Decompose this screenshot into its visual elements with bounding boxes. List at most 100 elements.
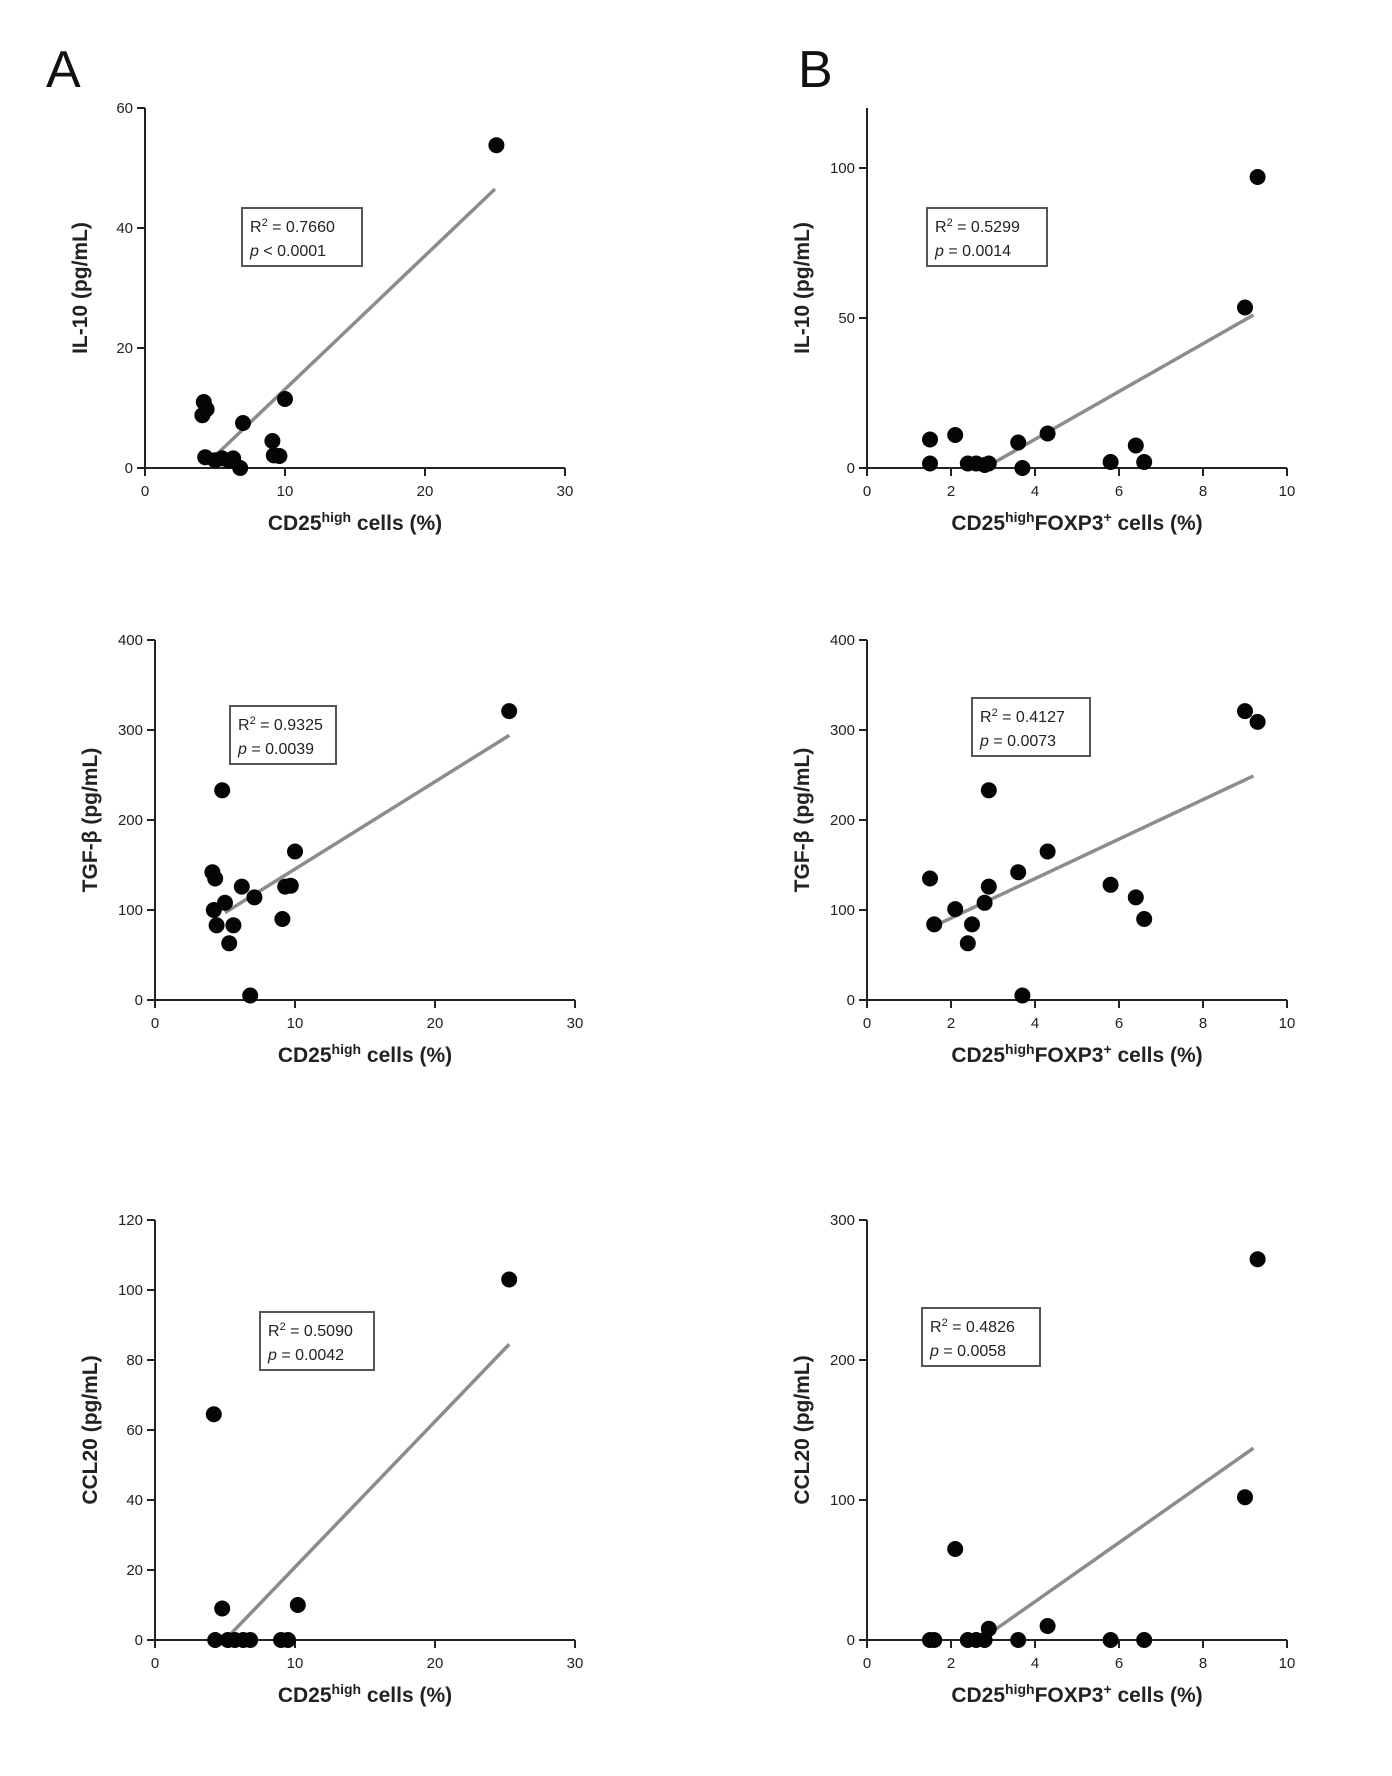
x-tick-label: 4 xyxy=(1031,483,1039,500)
data-point xyxy=(980,878,997,895)
p-symbol: p xyxy=(934,243,944,260)
stats-box xyxy=(971,697,1091,757)
x-tick-label: 20 xyxy=(417,483,434,500)
x-tick-label: 10 xyxy=(287,1015,304,1032)
x-axis-title-main: CD25 xyxy=(951,1684,1005,1707)
y-tick-label: 100 xyxy=(830,902,855,919)
stats-box xyxy=(259,1311,375,1371)
y-tick-label: 50 xyxy=(838,310,855,327)
y-tick-label: 200 xyxy=(118,812,143,829)
x-axis-title-rest: cells (%) xyxy=(361,1044,452,1067)
data-point xyxy=(976,894,993,911)
x-axis-title: CD25highFOXP3+ cells (%) xyxy=(951,509,1202,535)
r-squared-exponent: 2 xyxy=(992,707,998,719)
p-value: 0.0039 xyxy=(265,741,314,758)
y-tick-label: 60 xyxy=(116,100,133,117)
r-squared-exponent: 2 xyxy=(262,217,268,229)
data-point xyxy=(242,1632,259,1648)
data-point xyxy=(1014,987,1031,1004)
y-tick-label: 0 xyxy=(847,460,855,477)
p-operator: = xyxy=(277,1347,295,1364)
x-tick-label: 10 xyxy=(287,1655,304,1672)
regression-line xyxy=(213,187,497,458)
p-symbol: p xyxy=(249,243,259,260)
data-point xyxy=(225,917,242,934)
data-point xyxy=(207,870,224,887)
x-tick-label: 0 xyxy=(151,1015,159,1032)
y-tick-label: 200 xyxy=(830,1352,855,1369)
data-point xyxy=(1039,425,1056,442)
data-point xyxy=(1136,454,1153,470)
y-axis-title: IL-10 (pg/mL) xyxy=(791,222,814,354)
p-value: 0.0001 xyxy=(277,243,326,260)
r-squared-text: R2 = 0.5090 xyxy=(268,1321,353,1340)
x-axis-title-sup: high xyxy=(1005,1681,1035,1697)
p-operator: < xyxy=(259,243,277,260)
r-squared-symbol: R xyxy=(268,1323,280,1340)
data-point xyxy=(1010,1632,1027,1648)
data-point xyxy=(1039,1618,1056,1634)
data-point xyxy=(205,1406,222,1423)
p-value-text: p = 0.0042 xyxy=(267,1347,344,1364)
p-operator: = xyxy=(989,733,1007,750)
data-point xyxy=(947,901,964,918)
data-point xyxy=(926,916,943,933)
r-squared-symbol: R xyxy=(250,219,262,236)
r-squared-value: = 0.4127 xyxy=(998,709,1065,726)
r-squared-symbol: R xyxy=(935,219,947,236)
r-squared-symbol: R xyxy=(930,1319,942,1336)
x-tick-label: 10 xyxy=(1279,1655,1296,1672)
data-point xyxy=(1014,460,1031,476)
p-operator: = xyxy=(944,243,962,260)
y-tick-label: 0 xyxy=(125,460,133,477)
p-value: 0.0014 xyxy=(962,243,1011,260)
y-tick-label: 100 xyxy=(118,902,143,919)
x-axis-title-sup2: + xyxy=(1103,1681,1111,1697)
data-point xyxy=(1127,889,1144,906)
y-tick-label: 200 xyxy=(830,812,855,829)
r-squared-value: = 0.7660 xyxy=(268,219,335,236)
r-squared-text: R2 = 0.4826 xyxy=(930,1317,1015,1336)
r-squared-exponent: 2 xyxy=(947,217,953,229)
data-point xyxy=(198,401,215,418)
x-tick-label: 10 xyxy=(277,483,294,500)
x-tick-label: 30 xyxy=(567,1655,584,1672)
x-tick-label: 20 xyxy=(427,1015,444,1032)
data-point xyxy=(1136,911,1153,927)
stats-box xyxy=(921,1307,1041,1367)
y-tick-label: 20 xyxy=(126,1562,143,1579)
x-axis-title-rest2: cells (%) xyxy=(1112,1684,1203,1707)
p-symbol: p xyxy=(929,1343,939,1360)
data-point xyxy=(1249,1251,1266,1268)
y-axis-title: TGF-β (pg/mL) xyxy=(79,748,102,893)
data-point xyxy=(501,703,518,720)
panel-label-b: B xyxy=(798,41,833,99)
x-axis-title-main: CD25 xyxy=(278,1044,332,1067)
x-axis-title-rest: cells (%) xyxy=(351,512,442,535)
data-point xyxy=(280,1632,296,1648)
x-tick-label: 4 xyxy=(1031,1655,1039,1672)
x-tick-label: 10 xyxy=(1279,1015,1296,1032)
x-tick-label: 8 xyxy=(1199,1655,1207,1672)
x-axis-title-sup: high xyxy=(332,1041,362,1057)
data-point xyxy=(1237,703,1253,720)
data-point xyxy=(289,1597,306,1613)
data-point xyxy=(947,1541,964,1557)
data-point xyxy=(501,1271,518,1288)
data-point xyxy=(1039,843,1056,860)
data-point xyxy=(1237,1489,1253,1506)
y-tick-label: 100 xyxy=(830,1492,855,1509)
x-axis-title-main: CD25 xyxy=(268,512,322,535)
y-tick-label: 100 xyxy=(830,160,855,177)
data-point xyxy=(217,894,233,911)
data-point xyxy=(980,1620,997,1637)
data-point xyxy=(488,137,505,154)
data-point xyxy=(1127,437,1144,454)
x-axis-title-rest: FOXP3 xyxy=(1035,1044,1104,1067)
x-tick-label: 6 xyxy=(1115,1015,1123,1032)
regression-line xyxy=(979,1446,1255,1642)
data-point xyxy=(233,878,250,895)
x-axis-title-rest2: cells (%) xyxy=(1112,512,1203,535)
